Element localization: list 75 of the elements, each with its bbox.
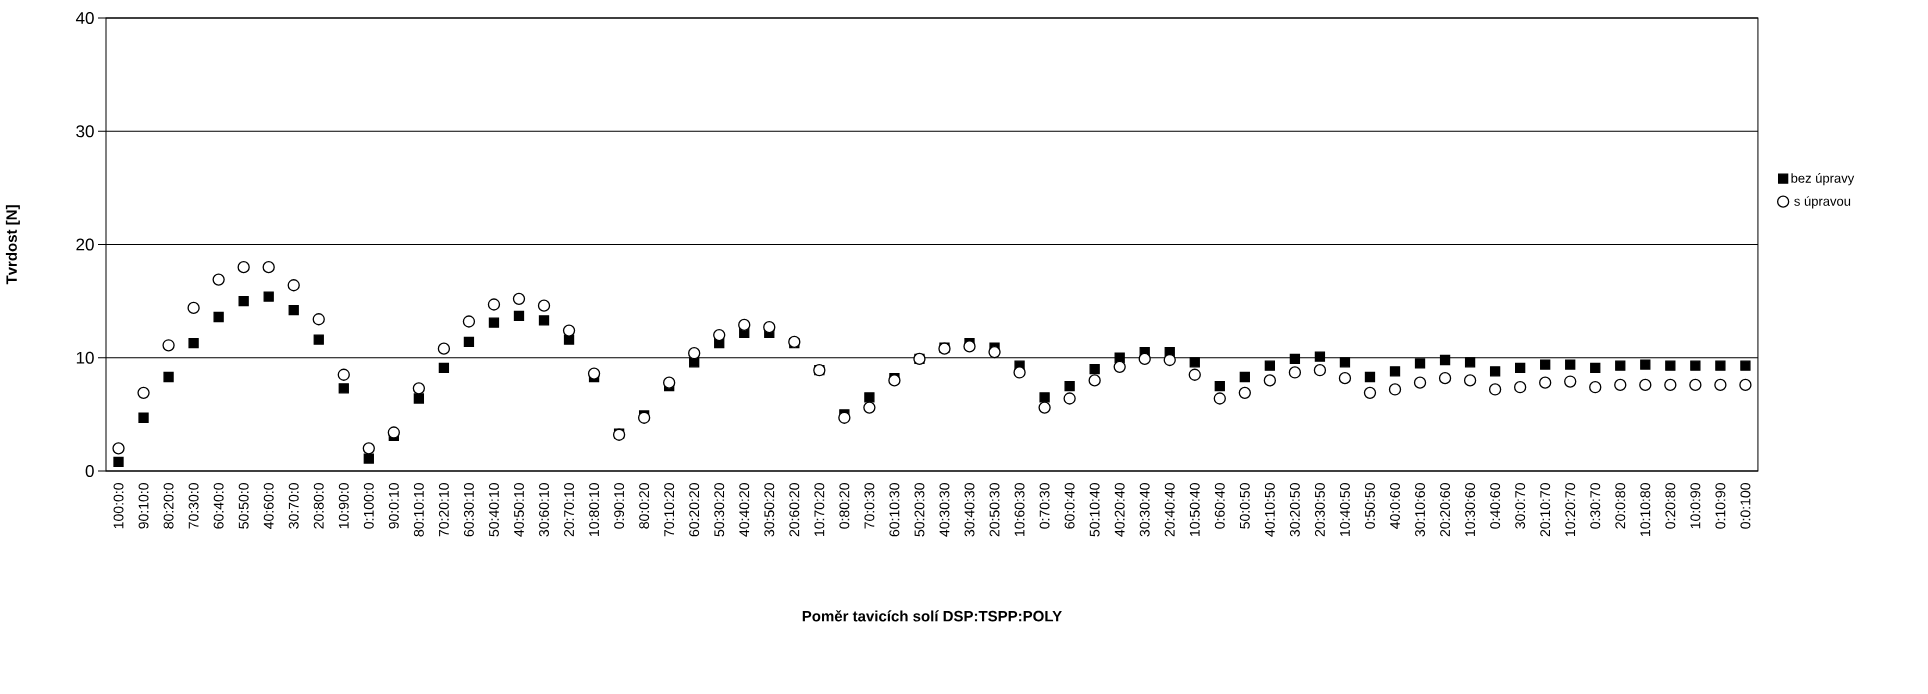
- x-tick-label: 10:10:80: [1640, 483, 1651, 536]
- x-tick-label: 40:50:10: [514, 483, 524, 537]
- x-tick-label: 60:0:40: [1064, 483, 1075, 529]
- x-tick-label: 50:40:10: [488, 483, 499, 537]
- x-tick-label: 0:100:0: [363, 483, 374, 529]
- x-tick-label: 10:60:30: [1014, 483, 1025, 536]
- x-tick-label: 20:30:50: [1314, 483, 1325, 537]
- x-tick-label: 0:70:30: [1039, 483, 1050, 529]
- y-tick-label: 10: [76, 351, 94, 364]
- x-tick-label: 10:70:20: [814, 483, 825, 536]
- x-tick-label: 10:20:70: [1565, 483, 1576, 536]
- x-tick-label: 20:80:0: [313, 483, 324, 529]
- y-axis-title: Tvrdost [N]: [5, 205, 20, 285]
- x-tick-label: 30:70:0: [288, 483, 299, 529]
- x-tick-label: 80:10:10: [413, 483, 424, 537]
- x-tick-label: 40:10:50: [1264, 483, 1275, 537]
- y-tick-label: 40: [75, 11, 94, 25]
- x-tick-label: 80:20:0: [163, 483, 174, 529]
- x-tick-label: 60:40:0: [213, 483, 224, 529]
- x-tick-label: 60:10:30: [889, 483, 900, 537]
- x-tick-label: 30:60:10: [539, 483, 549, 537]
- x-tick-label: 70:10:20: [664, 483, 675, 537]
- x-tick-label: 0:30:70: [1590, 483, 1601, 529]
- x-tick-label: 20:50:30: [989, 483, 1000, 537]
- x-tick-label: 40:20:40: [1114, 483, 1125, 537]
- x-tick-label: 20:10:70: [1540, 483, 1551, 537]
- x-tick-label: 0:40:60: [1490, 483, 1501, 529]
- x-tick-label: 10:30:60: [1465, 483, 1476, 536]
- x-tick-label: 50:20:30: [914, 483, 925, 537]
- y-tick-label: 0: [85, 464, 94, 478]
- y-tick-label: 20: [76, 238, 94, 251]
- x-tick-label: 30:20:50: [1289, 483, 1300, 537]
- x-tick-label: 30:50:20: [764, 483, 775, 537]
- x-tick-label: 10:40:50: [1339, 483, 1350, 536]
- x-tick-label: 20:0:80: [1615, 483, 1626, 529]
- x-tick-label: 40:0:60: [1390, 483, 1400, 529]
- x-tick-label: 20:60:20: [789, 483, 800, 537]
- x-tick-label: 60:20:20: [689, 483, 700, 537]
- x-axis-title: Poměr tavicích solí DSP:TSPP:POLY: [802, 610, 1062, 622]
- x-tick-label: 80:0:20: [639, 483, 650, 529]
- x-tick-label: 20:40:40: [1164, 483, 1175, 537]
- x-tick-label: 20:70:10: [564, 483, 574, 537]
- legend-label: s úpravou: [1794, 196, 1851, 209]
- legend-label: bez úpravy: [1791, 173, 1855, 186]
- x-tick-label: 40:60:0: [263, 483, 274, 529]
- x-tick-label: 100:0:0: [113, 483, 124, 529]
- x-tick-label: 0:0:100: [1740, 483, 1751, 529]
- x-tick-label: 0:10:90: [1715, 483, 1726, 529]
- x-tick-label: 0:50:50: [1365, 483, 1375, 529]
- x-tick-label: 20:20:60: [1440, 483, 1451, 537]
- x-tick-label: 10:0:90: [1690, 483, 1701, 529]
- x-tick-label: 50:10:40: [1089, 483, 1100, 537]
- x-tick-label: 90:0:10: [388, 483, 399, 529]
- x-tick-label: 10:80:10: [589, 483, 600, 536]
- x-tick-label: 30:0:70: [1515, 483, 1526, 529]
- x-tick-label: 90:10:0: [138, 483, 149, 529]
- x-tick-label: 70:0:30: [864, 483, 875, 529]
- x-tick-label: 50:0:50: [1239, 483, 1250, 529]
- x-tick-label: 0:60:40: [1214, 483, 1225, 529]
- x-tick-label: 10:50:40: [1189, 483, 1200, 536]
- x-tick-label: 60:30:10: [463, 483, 474, 537]
- x-tick-label: 50:50:0: [238, 483, 249, 529]
- x-tick-label: 10:90:0: [338, 483, 349, 529]
- x-tick-label: 0:20:80: [1665, 483, 1676, 529]
- x-tick-label: 30:40:30: [964, 483, 975, 537]
- x-tick-label: 30:30:40: [1139, 483, 1150, 537]
- x-tick-label: 40:30:30: [939, 483, 950, 537]
- x-tick-label: 70:20:10: [438, 483, 449, 537]
- x-tick-label: 40:40:20: [739, 483, 750, 537]
- x-tick-label: 70:30:0: [188, 483, 199, 529]
- x-tick-label: 30:10:60: [1415, 483, 1425, 537]
- x-tick-label: 50:30:20: [714, 483, 725, 537]
- x-tick-label: 0:80:20: [839, 483, 850, 529]
- x-tick-label: 0:90:10: [614, 483, 625, 529]
- y-tick-label: 30: [76, 125, 94, 138]
